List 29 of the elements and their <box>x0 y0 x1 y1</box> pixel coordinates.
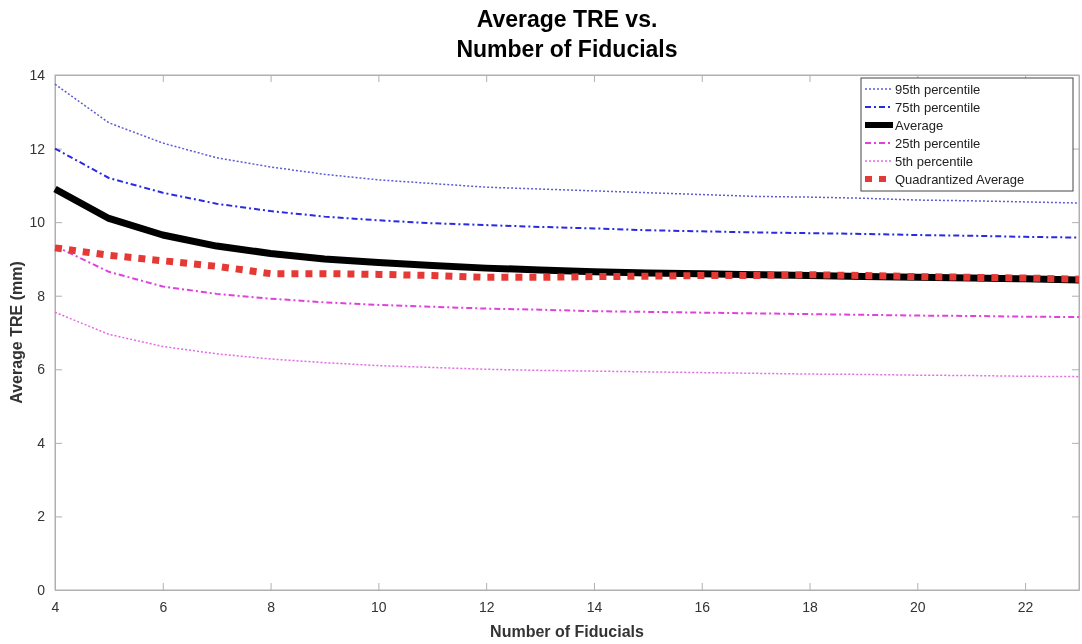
x-tick-label: 12 <box>478 598 495 615</box>
chart-title: Average TRE vs. Number of Fiducials <box>456 6 678 62</box>
y-tick-label: 14 <box>29 66 46 83</box>
y-tick-label: 6 <box>37 361 46 378</box>
legend-label: 75th percentile <box>895 100 981 115</box>
y-tick-label: 10 <box>29 214 46 231</box>
y-tick-label: 4 <box>37 434 46 451</box>
x-tick-label: 22 <box>1017 598 1034 615</box>
legend-label: 25th percentile <box>895 136 981 151</box>
legend-label: 95th percentile <box>895 82 981 97</box>
x-tick-label: 16 <box>694 598 711 615</box>
y-tick-label: 12 <box>29 140 46 157</box>
x-tick-label: 18 <box>802 598 819 615</box>
legend-label: Average <box>895 118 944 133</box>
y-tick-label: 2 <box>37 508 46 525</box>
legend-label: Quadrantized Average <box>895 172 1025 187</box>
line-series <box>54 311 1080 378</box>
legend-label: 5th percentile <box>895 154 974 169</box>
x-tick-label: 8 <box>267 598 276 615</box>
x-tick-label: 10 <box>371 598 387 615</box>
line-series <box>54 83 1080 204</box>
y-tick-label: 8 <box>37 287 46 304</box>
x-tick-label: 6 <box>159 598 168 615</box>
y-axis-title: Average TRE (mm) <box>8 261 25 404</box>
y-tick-label: 0 <box>37 581 46 598</box>
x-axis-title: Number of Fiducials <box>490 623 644 640</box>
x-tick-label: 14 <box>586 598 603 615</box>
x-tick-label: 20 <box>910 598 926 615</box>
x-tick-label: 4 <box>51 598 60 615</box>
